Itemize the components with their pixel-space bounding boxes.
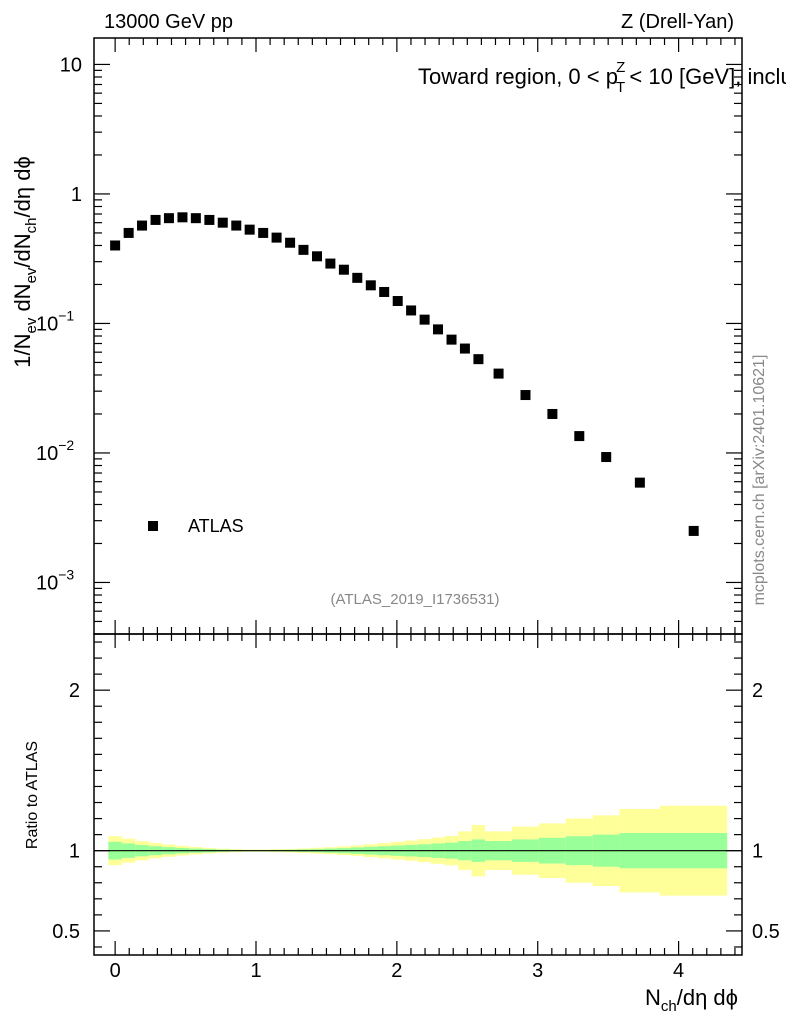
plot-title-sup: Z xyxy=(616,59,625,76)
data-point xyxy=(258,227,269,238)
data-point xyxy=(392,296,403,307)
data-point xyxy=(379,286,390,297)
ratio-y-tick-label-right: 1 xyxy=(752,841,763,863)
data-point xyxy=(110,240,121,251)
data-point xyxy=(493,368,504,379)
data-point xyxy=(446,334,457,345)
main-y-axis-label: 1/Nev dNev/dNch/dη dϕ xyxy=(10,156,40,368)
x-tick-label: 1 xyxy=(250,960,261,982)
y-tick-label: 10 xyxy=(60,54,82,76)
data-point xyxy=(365,280,376,291)
ratio-y-tick-label-right: 0.5 xyxy=(752,921,780,943)
data-point xyxy=(547,408,558,419)
data-point xyxy=(177,212,188,223)
data-point xyxy=(298,244,309,255)
data-point xyxy=(123,227,134,238)
data-point xyxy=(190,213,201,224)
data-points xyxy=(110,212,699,536)
data-point xyxy=(601,452,612,463)
x-tick-label: 2 xyxy=(391,960,402,982)
data-point xyxy=(217,217,228,228)
data-point xyxy=(285,237,296,248)
ratio-y-tick-label: 0.5 xyxy=(52,921,80,943)
ratio-y-tick-label: 1 xyxy=(69,841,80,863)
data-point xyxy=(688,525,699,536)
data-point xyxy=(634,477,645,488)
legend-marker xyxy=(148,521,158,531)
data-point xyxy=(338,264,349,275)
data-point xyxy=(473,354,484,365)
x-tick-label: 0 xyxy=(110,960,121,982)
data-point xyxy=(406,305,417,316)
data-point xyxy=(150,214,161,225)
data-point xyxy=(163,213,174,224)
ratio-panel-frame xyxy=(93,633,743,956)
data-point xyxy=(244,224,255,235)
data-point xyxy=(520,390,531,401)
data-point xyxy=(433,324,444,335)
axis-tick-labels: 0 1 2 3 4 10 1 10−1 10−2 10−3 0.5 0.5 1 1 2 2 xyxy=(36,54,780,982)
x-axis-label: Nch/dη dϕ xyxy=(645,985,738,1015)
analysis-watermark: (ATLAS_2019_I1736531) xyxy=(330,591,499,608)
ratio-y-tick-label: 2 xyxy=(69,680,80,702)
ratio-y-axis-label: Ratio to ATLAS xyxy=(24,741,41,849)
plot-title-suffix: < 10 [GeV], inclusive xyxy=(623,64,786,89)
legend-label: ATLAS xyxy=(188,516,244,536)
y-tick-label: 1 xyxy=(71,184,82,206)
data-point xyxy=(325,258,336,269)
header-energy-label: 13000 GeV pp xyxy=(104,11,233,33)
axis-ticks xyxy=(94,38,742,955)
data-point xyxy=(137,220,148,231)
plot-title-sub: T xyxy=(616,79,625,96)
data-point xyxy=(419,314,430,325)
x-tick-label: 4 xyxy=(673,960,684,982)
y-tick-label: 10−2 xyxy=(36,437,74,465)
data-point xyxy=(231,220,242,231)
y-tick-label: 10−3 xyxy=(36,566,74,594)
data-point xyxy=(352,272,363,283)
ratio-y-tick-label-right: 2 xyxy=(752,680,763,702)
data-point xyxy=(459,343,470,354)
data-point xyxy=(204,214,215,225)
y-tick-label: 10−1 xyxy=(36,307,74,335)
data-point xyxy=(271,232,282,243)
header-process-label: Z (Drell-Yan) xyxy=(621,11,734,33)
plot-title-prefix: Toward region, 0 < p xyxy=(418,64,618,89)
data-point xyxy=(574,431,585,442)
plot-title: Toward region, 0 < pTZ < 10 [GeV], inclu… xyxy=(418,59,786,96)
data-point xyxy=(311,251,322,262)
x-tick-label: 3 xyxy=(532,960,543,982)
main-panel-frame xyxy=(93,37,743,635)
side-label: mcplots.cern.ch [arXiv:2401.10621] xyxy=(751,355,768,606)
